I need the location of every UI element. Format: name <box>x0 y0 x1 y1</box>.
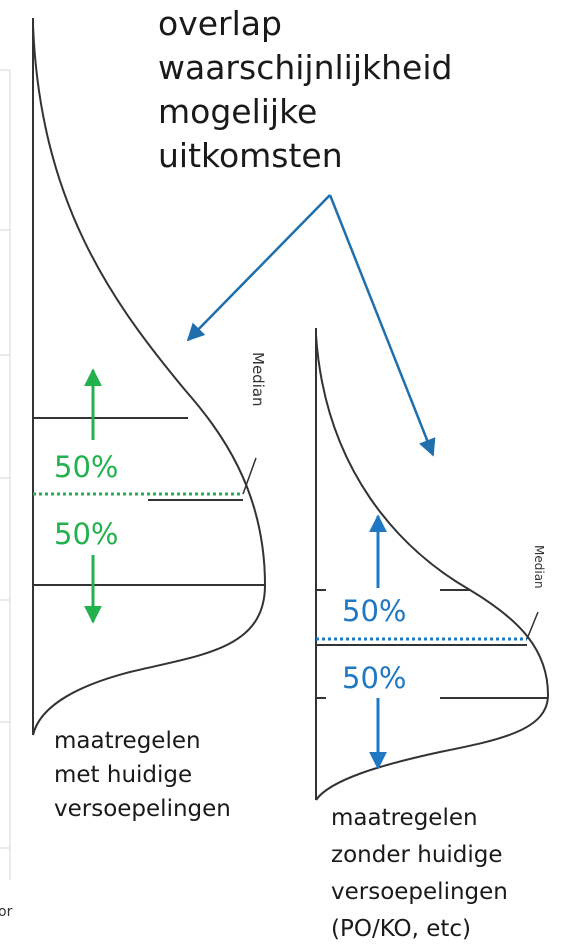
right-lower-percent: 50% <box>342 661 406 695</box>
left-curve <box>32 24 267 736</box>
right-distribution: Median 50% 50% maatregelen zonder huidig… <box>315 328 550 942</box>
title-line-1: overlap <box>158 4 282 43</box>
right-upper-percent: 50% <box>342 594 406 628</box>
title-line-2: waarschijnlijkheid <box>158 48 452 87</box>
right-median-label: Median <box>532 545 546 589</box>
left-lower-percent: 50% <box>54 517 118 551</box>
right-caption-line-2: zonder huidige <box>331 842 503 868</box>
left-median-label: Median <box>249 352 267 407</box>
right-caption-line-1: maatregelen <box>331 805 478 831</box>
title: overlap waarschijnlijkheid mogelijke uit… <box>158 4 452 175</box>
right-curve <box>315 334 550 801</box>
right-caption-line-3: versoepelingen <box>331 879 508 905</box>
overlap-arrow-left <box>186 194 331 342</box>
title-line-3: mogelijke <box>158 92 317 131</box>
edge-text-fragment: or <box>0 904 13 920</box>
overlap-arrows <box>186 194 436 457</box>
left-caption-line-3: versoepelingen <box>54 796 231 822</box>
left-caption-line-1: maatregelen <box>54 728 201 754</box>
left-caption-line-2: met huidige <box>54 762 192 788</box>
right-caption-line-4: (PO/KO, etc) <box>331 916 471 942</box>
left-distribution: Median 50% 50% maatregelen met huidige v… <box>32 18 267 822</box>
title-line-4: uitkomsten <box>158 136 343 175</box>
left-median-leader <box>242 457 257 495</box>
background-chart-fragment <box>0 69 11 880</box>
overlap-arrow-right <box>328 194 436 457</box>
left-upper-percent: 50% <box>54 450 118 484</box>
right-median-leader <box>526 611 539 640</box>
